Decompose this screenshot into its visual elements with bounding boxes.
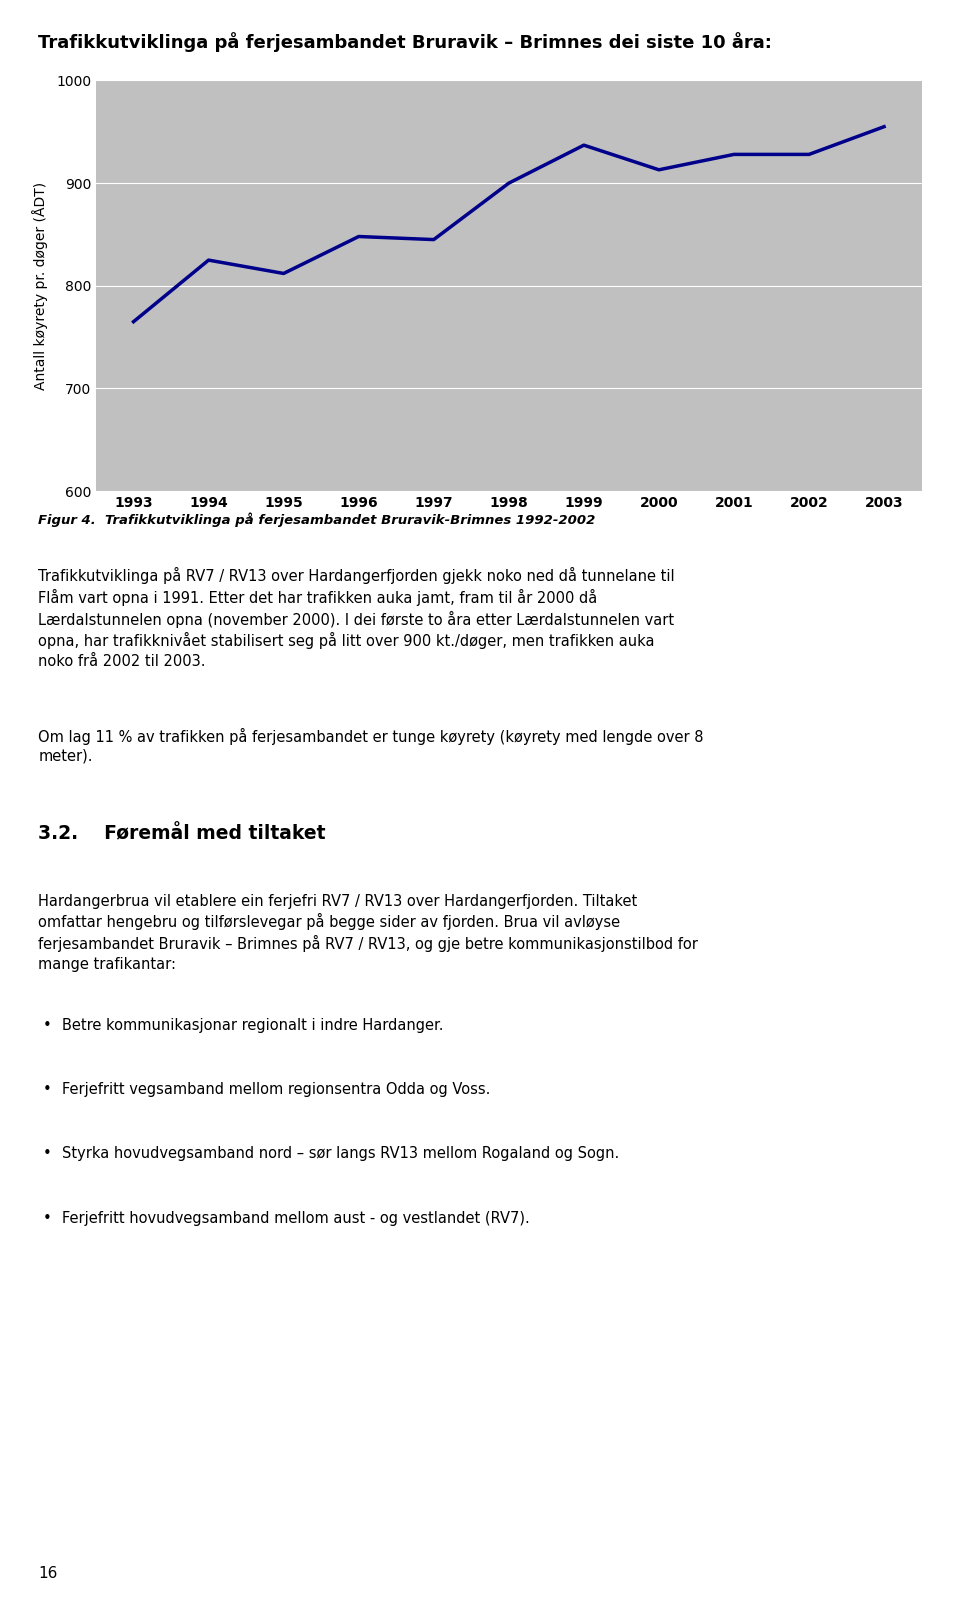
Text: Ferjefritt vegsamband mellom regionsentra Odda og Voss.: Ferjefritt vegsamband mellom regionsentr… bbox=[62, 1082, 491, 1096]
Text: •: • bbox=[43, 1146, 52, 1161]
Text: Betre kommunikasjonar regionalt i indre Hardanger.: Betre kommunikasjonar regionalt i indre … bbox=[62, 1018, 444, 1032]
Text: 16: 16 bbox=[38, 1567, 58, 1581]
Text: Om lag 11 % av trafikken på ferjesambandet er tunge køyrety (køyrety med lengde : Om lag 11 % av trafikken på ferjesamband… bbox=[38, 728, 704, 763]
Text: •: • bbox=[43, 1211, 52, 1225]
Text: •: • bbox=[43, 1018, 52, 1032]
Y-axis label: Antall køyrety pr. døger (ÅDT): Antall køyrety pr. døger (ÅDT) bbox=[32, 182, 48, 390]
Text: Trafikkutviklinga på ferjesambandet Bruravik – Brimnes dei siste 10 åra:: Trafikkutviklinga på ferjesambandet Brur… bbox=[38, 32, 772, 52]
Text: •: • bbox=[43, 1082, 52, 1096]
Text: Styrka hovudvegsamband nord – sør langs RV13 mellom Rogaland og Sogn.: Styrka hovudvegsamband nord – sør langs … bbox=[62, 1146, 619, 1161]
Text: Figur 4.  Trafikkutviklinga på ferjesambandet Bruravik-Brimnes 1992-2002: Figur 4. Trafikkutviklinga på ferjesamba… bbox=[38, 512, 596, 526]
Text: Ferjefritt hovudvegsamband mellom aust - og vestlandet (RV7).: Ferjefritt hovudvegsamband mellom aust -… bbox=[62, 1211, 530, 1225]
Text: Trafikkutviklinga på RV7 / RV13 over Hardangerfjorden gjekk noko ned då tunnelan: Trafikkutviklinga på RV7 / RV13 over Har… bbox=[38, 567, 675, 668]
Text: Hardangerbrua vil etablere ein ferjefri RV7 / RV13 over Hardangerfjorden. Tiltak: Hardangerbrua vil etablere ein ferjefri … bbox=[38, 894, 698, 971]
Text: 3.2.    Føremål med tiltaket: 3.2. Føremål med tiltaket bbox=[38, 824, 325, 844]
